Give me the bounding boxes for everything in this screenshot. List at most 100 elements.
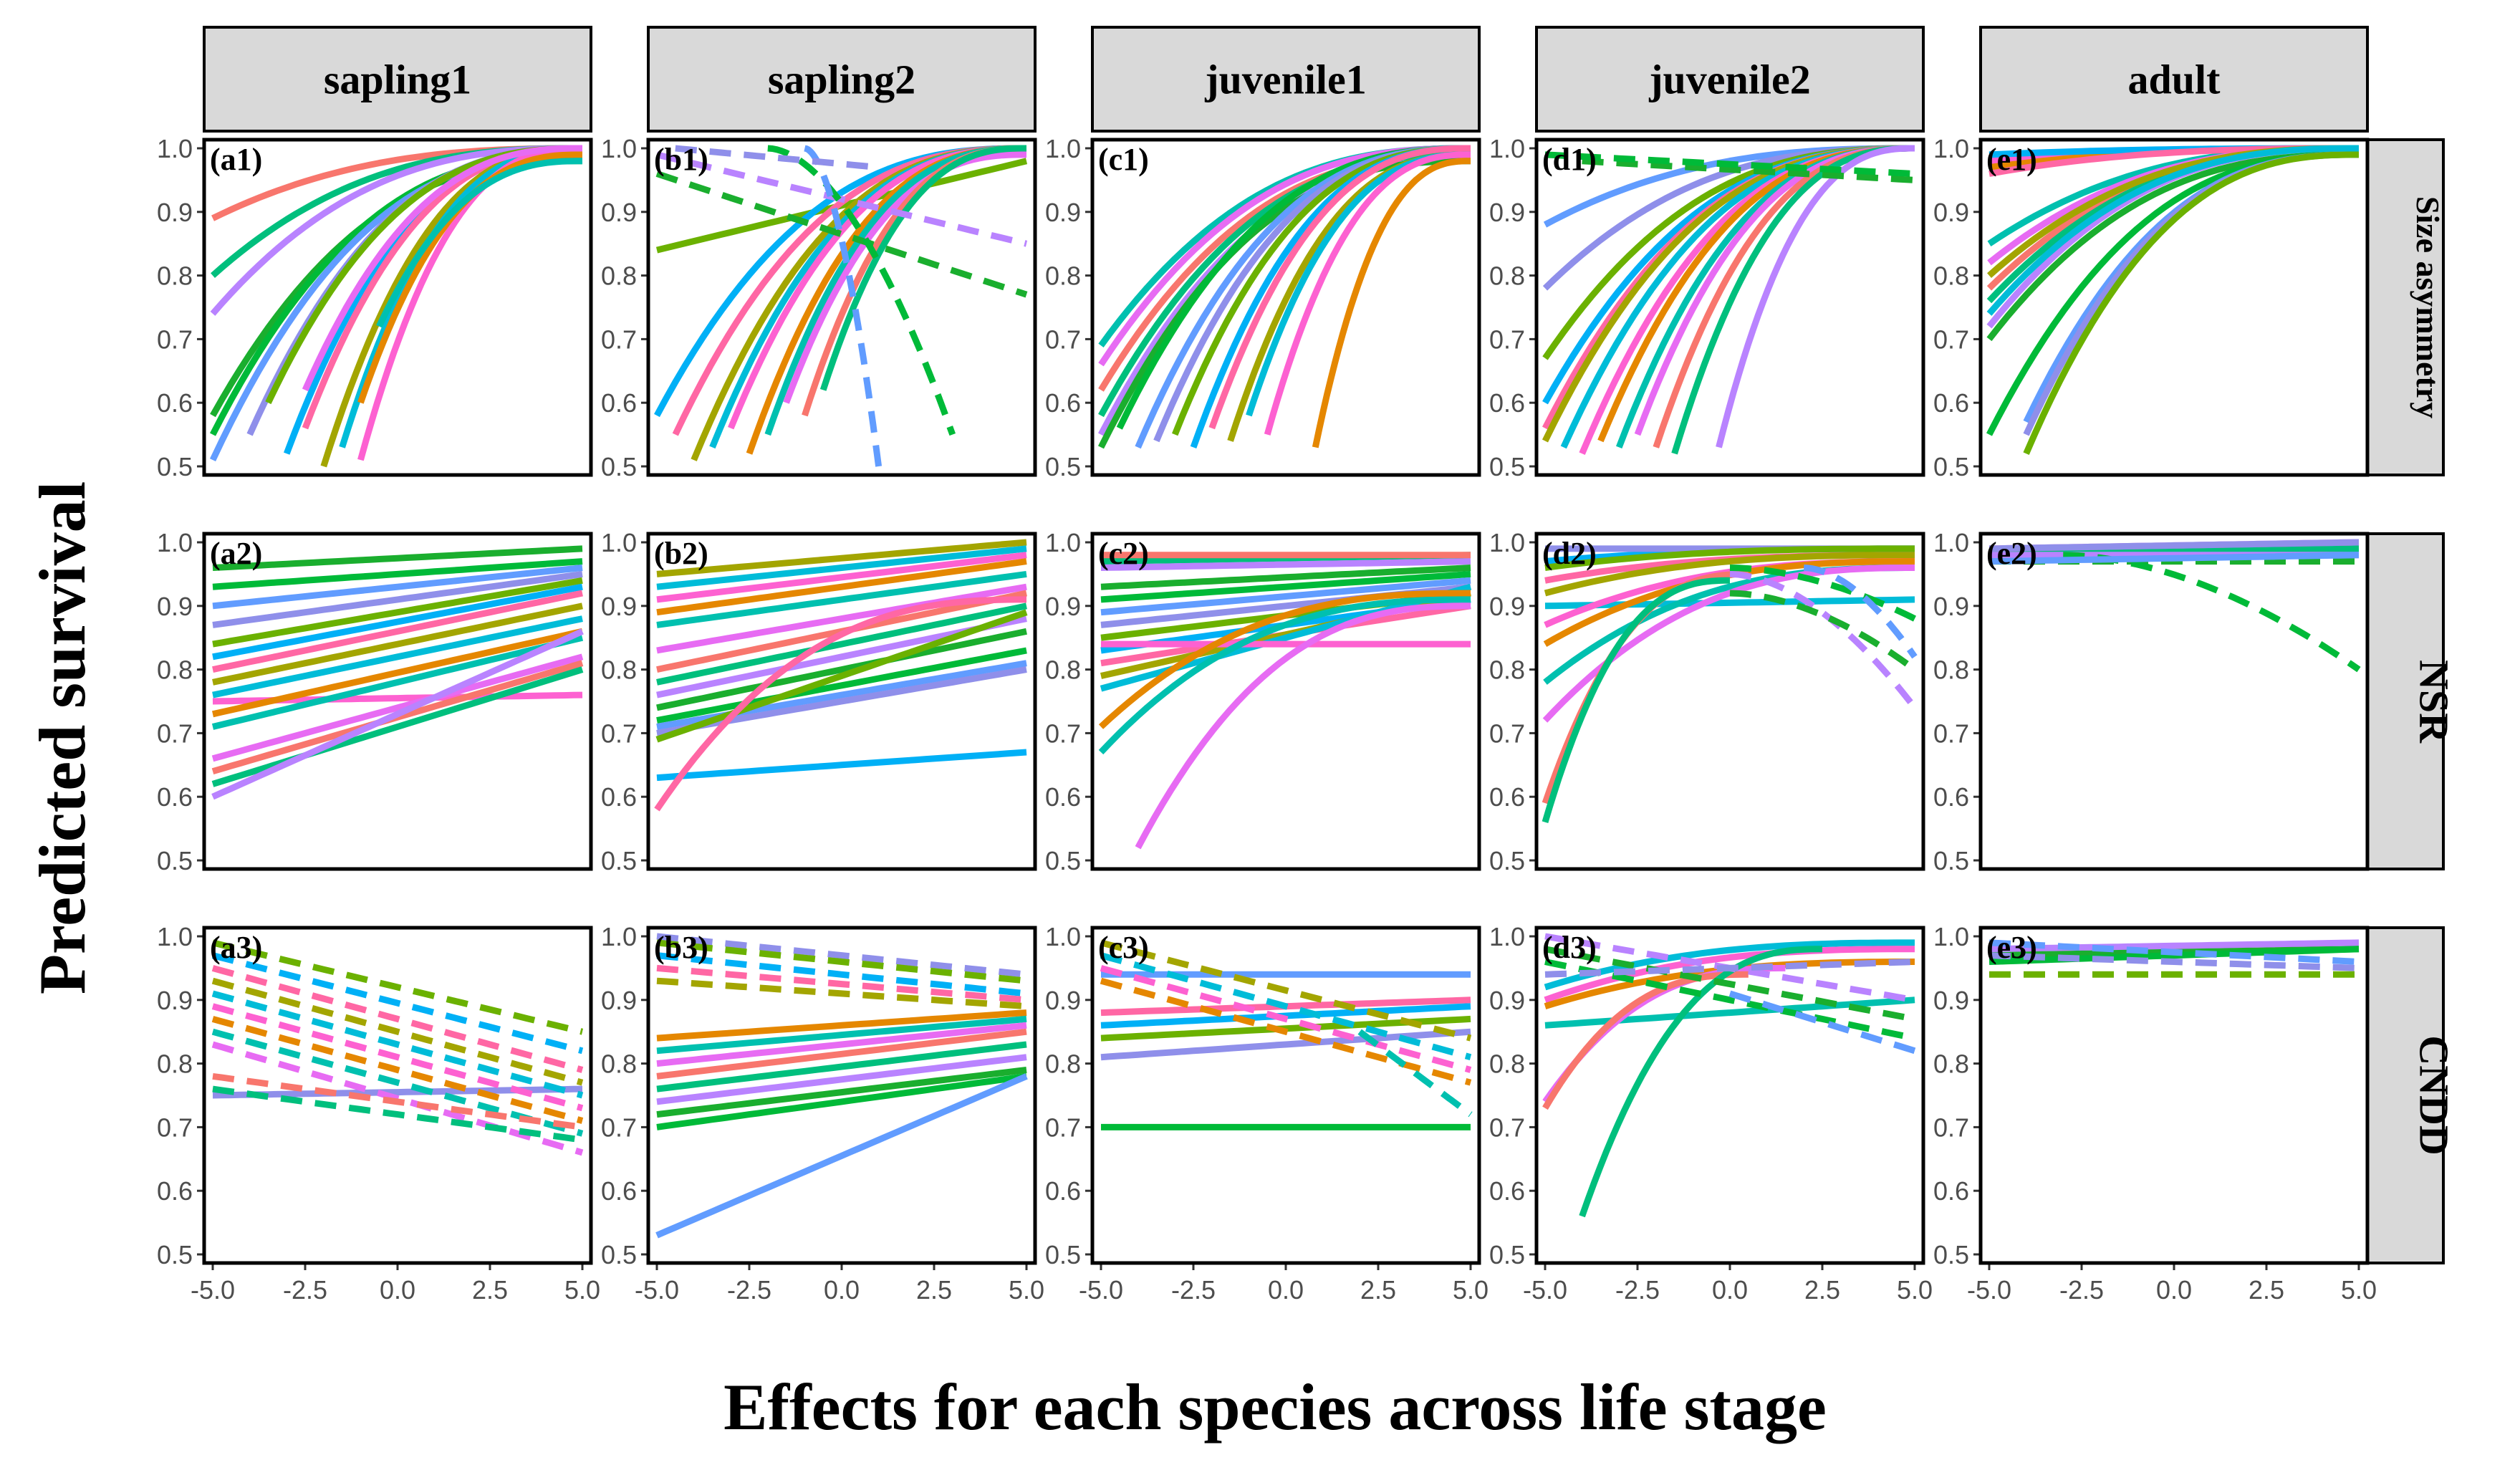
series-line bbox=[656, 647, 1027, 724]
panel-series-group bbox=[209, 145, 582, 468]
panel-tag: (c3) bbox=[1098, 930, 1149, 965]
panel-background bbox=[1981, 140, 2367, 475]
y-tick-label: 0.9 bbox=[1489, 986, 1525, 1015]
x-tick-label: 2.5 bbox=[472, 1275, 508, 1305]
panel-border bbox=[202, 532, 593, 871]
y-tick-label: 0.8 bbox=[1489, 1050, 1525, 1079]
y-tick-label: 1.0 bbox=[157, 922, 193, 951]
series-line bbox=[656, 964, 1027, 1004]
row-strip-label: CNDD bbox=[2410, 1035, 2457, 1156]
x-tick-label: -2.5 bbox=[2059, 1275, 2104, 1305]
series-line bbox=[1135, 602, 1471, 850]
y-tick-label: 0.8 bbox=[1489, 261, 1525, 291]
panel-border bbox=[1534, 532, 1925, 871]
series-line bbox=[656, 939, 1027, 984]
series-line bbox=[1544, 545, 1915, 571]
series-line bbox=[1098, 590, 1471, 729]
series-line bbox=[1100, 952, 1472, 1061]
y-tick-label: 0.5 bbox=[1489, 452, 1525, 481]
series-line bbox=[656, 749, 1027, 782]
y-tick-label: 0.5 bbox=[1933, 1240, 1969, 1269]
y-tick-label: 0.8 bbox=[157, 1050, 193, 1079]
y-tick-label: 1.0 bbox=[1489, 134, 1525, 163]
x-tick-label: 0.0 bbox=[824, 1275, 860, 1305]
series-line bbox=[656, 552, 1027, 603]
panel-tag: (b3) bbox=[654, 930, 708, 965]
series-line bbox=[1544, 939, 1915, 991]
series-line bbox=[212, 583, 583, 661]
y-tick-label: 0.9 bbox=[1933, 986, 1969, 1015]
x-tick-label: 5.0 bbox=[1009, 1275, 1044, 1305]
series-line bbox=[656, 1041, 1027, 1092]
panel-background bbox=[1981, 928, 2367, 1263]
panel-series-group bbox=[1988, 939, 2360, 978]
panel-border bbox=[1090, 138, 1481, 477]
y-tick-label: 0.9 bbox=[1489, 592, 1525, 621]
series-line bbox=[2023, 151, 2359, 456]
y-tick-label: 0.6 bbox=[157, 388, 193, 418]
x-tick-label: -5.0 bbox=[1523, 1275, 1567, 1305]
panel-series-group bbox=[211, 545, 584, 800]
series-line bbox=[1544, 151, 1915, 177]
series-line bbox=[1988, 939, 2360, 953]
panel-tag: (d1) bbox=[1542, 142, 1597, 177]
x-tick-label: 5.0 bbox=[564, 1275, 600, 1305]
y-tick-label: 0.8 bbox=[601, 261, 637, 291]
y-tick-label: 0.7 bbox=[1489, 1113, 1525, 1142]
series-line bbox=[1100, 977, 1472, 1086]
series-line bbox=[1542, 577, 1730, 823]
y-tick-label: 0.8 bbox=[1933, 655, 1969, 685]
panel-border bbox=[646, 532, 1037, 871]
x-tick-label: -5.0 bbox=[1967, 1275, 2011, 1305]
y-tick-label: 1.0 bbox=[1045, 922, 1081, 951]
panel-grid: sapling1 sapling2 juvenile1 juvenile2 adult S… bbox=[157, 26, 2457, 1305]
y-tick-label: 1.0 bbox=[601, 134, 637, 163]
strip-sapling2 bbox=[647, 26, 1037, 133]
y-tick-label: 1.0 bbox=[157, 134, 193, 163]
panel-tag: (c1) bbox=[1098, 142, 1149, 177]
series-line bbox=[656, 1054, 1027, 1105]
series-line bbox=[656, 1022, 1027, 1067]
series-line bbox=[1542, 971, 1749, 1110]
panel-border bbox=[202, 926, 593, 1265]
row-strip-label: Size asymmetry bbox=[2410, 196, 2446, 418]
series-line bbox=[1988, 939, 2360, 965]
y-tick-label: 0.6 bbox=[601, 1176, 637, 1206]
y-tick-label: 0.9 bbox=[1489, 198, 1525, 227]
y-tick-label: 0.9 bbox=[157, 986, 193, 1015]
y-tick-label: 0.9 bbox=[601, 592, 637, 621]
series-line bbox=[1312, 158, 1471, 448]
y-tick-label: 0.6 bbox=[1489, 388, 1525, 418]
series-line bbox=[656, 628, 1027, 711]
y-axis-label: Predicted survival bbox=[26, 481, 99, 994]
strip-label: juvenile2 bbox=[1648, 57, 1811, 103]
series-line bbox=[656, 1067, 1027, 1118]
series-line bbox=[211, 628, 584, 800]
series-line bbox=[1544, 596, 1915, 610]
y-tick-label: 1.0 bbox=[1045, 528, 1081, 557]
series-line bbox=[655, 1073, 1028, 1239]
y-tick-label: 0.9 bbox=[1933, 198, 1969, 227]
series-line bbox=[1264, 151, 1471, 436]
x-tick-label: 5.0 bbox=[1453, 1275, 1489, 1305]
series-line bbox=[654, 596, 1026, 812]
series-line bbox=[656, 666, 1027, 736]
series-line bbox=[1986, 145, 2359, 316]
series-line bbox=[656, 1072, 1027, 1130]
y-tick-label: 0.5 bbox=[601, 452, 637, 481]
series-line bbox=[1098, 596, 1471, 755]
y-tick-label: 1.0 bbox=[1489, 528, 1525, 557]
y-tick-label: 0.6 bbox=[1045, 782, 1081, 812]
x-tick-label: 2.5 bbox=[2249, 1275, 2284, 1305]
series-line bbox=[212, 615, 583, 698]
x-tick-label: 5.0 bbox=[1897, 1275, 1933, 1305]
series-line bbox=[819, 145, 1026, 391]
y-tick-label: 0.9 bbox=[601, 198, 637, 227]
panel-series-group bbox=[1986, 145, 2359, 456]
series-line bbox=[211, 653, 584, 762]
panel-border bbox=[1090, 926, 1481, 1265]
series-line bbox=[656, 539, 1027, 577]
y-tick-label: 0.8 bbox=[1045, 261, 1081, 291]
y-tick-label: 0.5 bbox=[157, 452, 193, 481]
y-tick-label: 0.9 bbox=[1933, 592, 1969, 621]
